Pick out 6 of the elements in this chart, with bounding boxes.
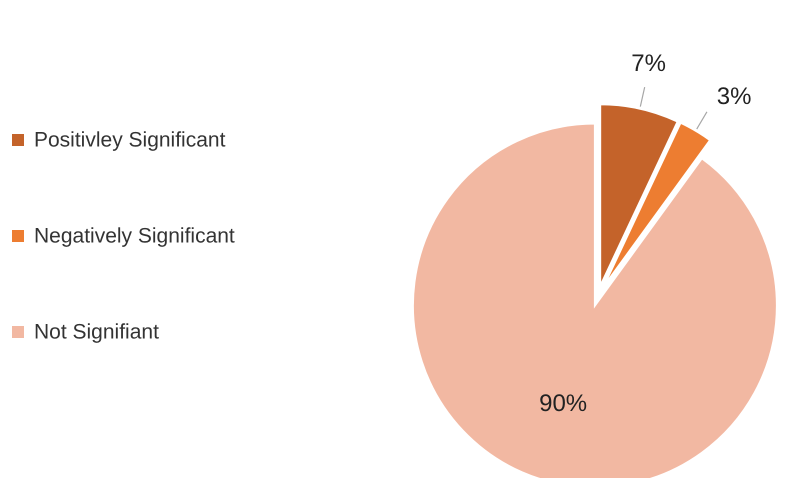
data-label: 3%: [716, 82, 752, 110]
legend-label: Negatively Significant: [34, 224, 235, 248]
data-label: 7%: [631, 50, 666, 78]
legend-label: Positivley Significant: [34, 128, 226, 152]
data-label: 90%: [539, 390, 588, 417]
legend-label: Not Signifiant: [34, 320, 160, 344]
